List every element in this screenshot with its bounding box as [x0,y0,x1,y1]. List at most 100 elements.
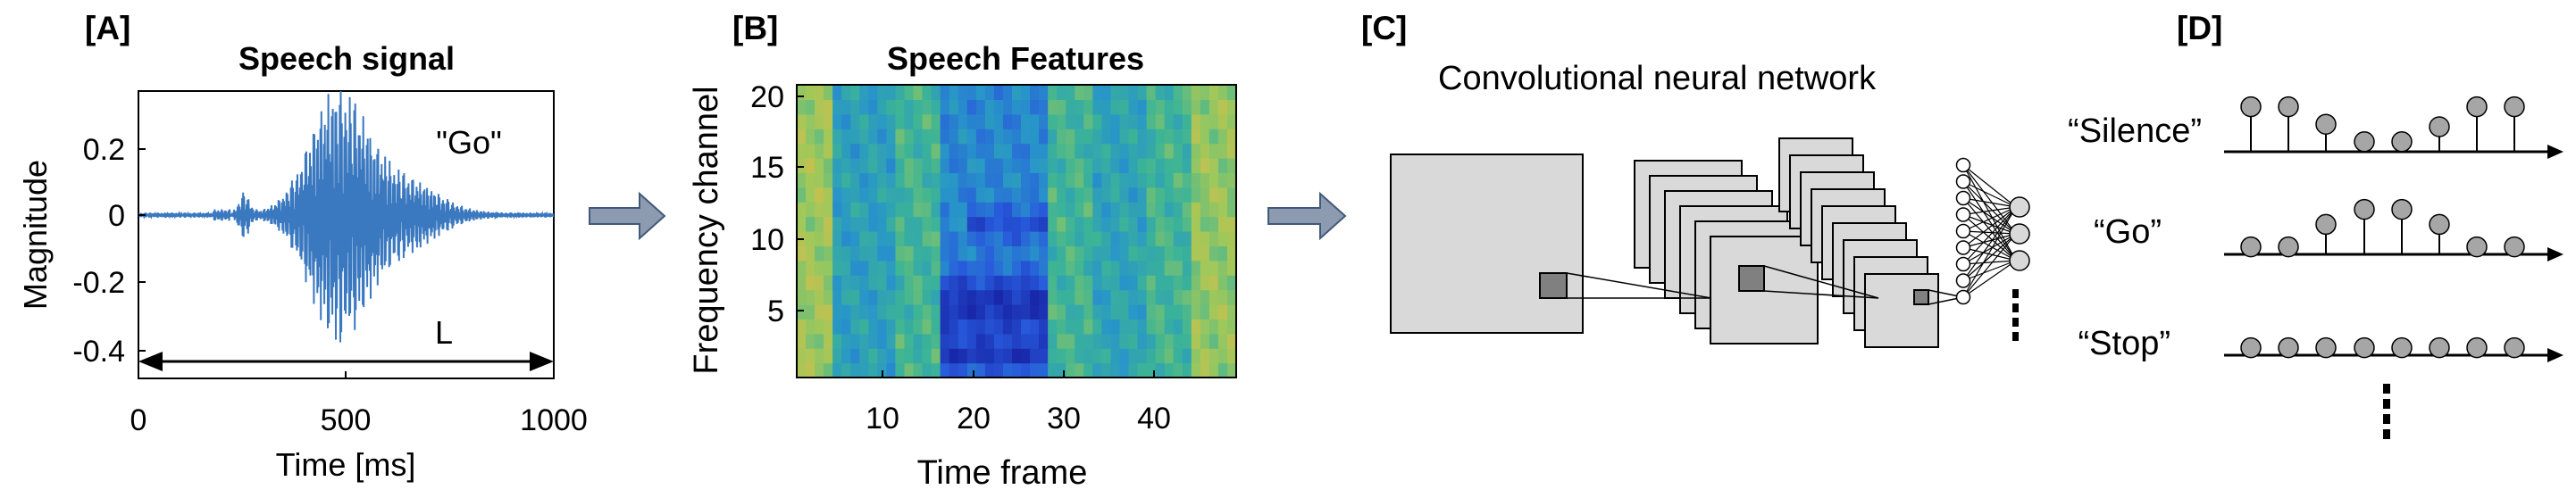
heatmap-cell [1191,129,1201,145]
heatmap-cell [1182,260,1192,276]
heatmap-cell [1002,216,1013,232]
heatmap-cell [1002,85,1013,100]
heatmap-cell [824,289,833,305]
heatmap-cell [1021,202,1031,218]
heatmap-cell [940,187,950,203]
heatmap-cell [859,129,869,145]
ytick-label: -0.4 [72,335,125,369]
heatmap-cell [1200,143,1210,159]
heatmap-cell [1119,289,1130,305]
heatmap-cell [958,260,968,276]
heatmap-cell [877,245,888,261]
heatmap-cell [1002,362,1013,378]
heatmap-cell [859,231,869,246]
heatmap-cell [1209,99,1219,115]
heatmap-cell [824,333,833,349]
heatmap-cell [940,275,950,291]
xtick-label: 0 [130,403,147,437]
heatmap-cell [806,158,815,173]
heatmap-cell [1110,216,1121,232]
heatmap-cell [1002,304,1013,320]
heatmap-cell [1137,113,1148,129]
heatmap-cell [966,260,977,276]
heatmap-cell [922,172,933,188]
heatmap-cell [895,260,906,276]
heatmap-cell [895,129,906,145]
ytick-label: 20 [750,80,784,114]
heatmap-cell [1002,129,1013,145]
heatmap-cell [1011,187,1022,203]
heatmap-cell [1226,333,1237,349]
heatmap-cell [1146,202,1157,218]
heatmap-cell [1137,348,1148,364]
heatmap-cell [958,333,968,349]
heatmap-cell [806,304,815,320]
heatmap-cell [1155,172,1166,188]
heatmap-cell [1128,260,1139,276]
heatmap-cell [1075,187,1084,203]
heatmap-cell [1191,348,1201,364]
heatmap-cell [913,202,924,218]
heatmap-cell [966,158,977,173]
heatmap-cell [975,319,986,335]
heatmap-cell [1155,231,1166,246]
lollipop-head [2354,131,2375,153]
class-label-stop: “Stop” [2078,325,2170,362]
heatmap-cell [1021,275,1031,291]
heatmap-cell [1002,202,1013,218]
heatmap-cell [984,158,995,173]
heatmap-cell [1011,172,1022,188]
heatmap-cell [815,129,824,145]
heatmap-cell [940,202,950,218]
heatmap-cell [815,216,824,232]
heatmap-cell [949,231,959,246]
heatmap-cell [1217,202,1228,218]
heatmap-cell [975,158,986,173]
heatmap-cell [1083,245,1093,261]
heatmap-cell [1182,289,1192,305]
heatmap-cell [1092,245,1102,261]
heatmap-cell [1146,304,1157,320]
lollipop-head [2315,113,2337,135]
heatmap-cell [1146,362,1157,378]
heatmap-cell [1066,333,1075,349]
heatmap-cell [859,289,869,305]
heatmap-cell [1048,362,1058,378]
heatmap-cell [877,99,888,115]
heatmap-cell [1039,289,1049,305]
heatmap-cell [1092,348,1102,364]
heatmap-cell [904,362,915,378]
heatmap-cell [1002,113,1013,129]
heatmap-cell [1146,129,1157,145]
heatmap-cell [931,187,941,203]
heatmap-cell [868,129,878,145]
lollipop-head [2240,336,2262,359]
heatmap-cell [832,143,842,159]
heatmap-cell [966,85,977,100]
heatmap-cell [1110,143,1121,159]
heatmap-cell [913,158,924,173]
heatmap-cell [815,202,824,218]
heatmap-cell [931,143,941,159]
heatmap-cell [922,99,933,115]
heatmap-cell [949,202,959,218]
heatmap-cell [913,231,924,246]
heatmap-cell [922,333,933,349]
heatmap-cell [1083,289,1093,305]
heatmap-cell [1226,172,1237,188]
heatmap-cell [993,129,1004,145]
heatmap-cell [1137,99,1148,115]
heatmap-cell [904,289,915,305]
lollipop-head [2466,95,2488,118]
lollipop-head [2354,336,2375,359]
heatmap-cell [1146,187,1157,203]
heatmap-cell [1217,187,1228,203]
heatmap-cell [868,172,878,188]
heatmap-cell [886,333,897,349]
heatmap-cell [949,113,959,129]
heatmap-cell [1137,245,1148,261]
heatmap-cell [922,216,933,232]
heatmap-cell [904,260,915,276]
heatmap-cell [886,304,897,320]
heatmap-cell [824,113,833,129]
